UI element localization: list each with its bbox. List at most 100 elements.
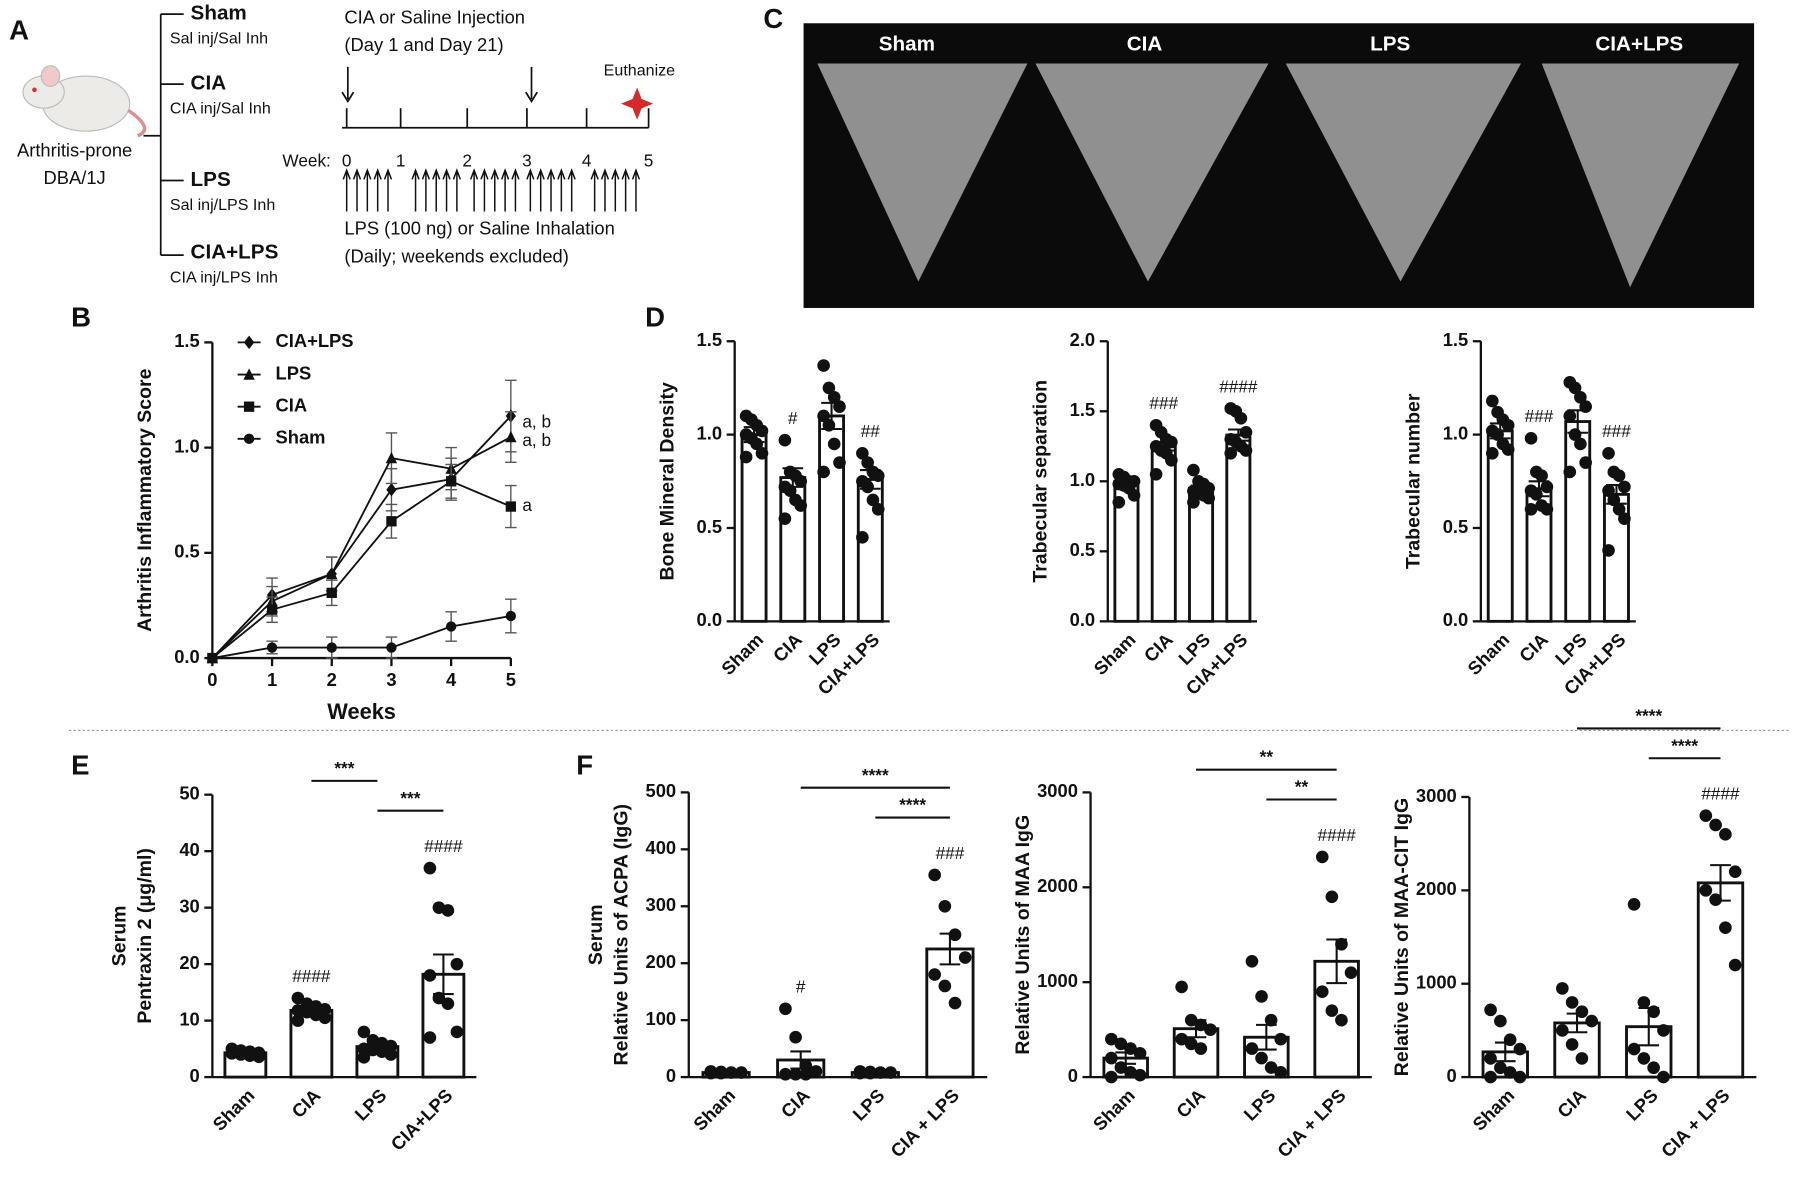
y-tick-label: 1.0 xyxy=(697,422,723,443)
data-point xyxy=(1484,1052,1497,1065)
data-point xyxy=(789,1030,802,1044)
y-tick-label: 10 xyxy=(179,1008,199,1029)
data-point xyxy=(1335,937,1348,951)
annotation: a xyxy=(522,495,532,515)
group-sub: Sal inj/LPS Inh xyxy=(170,196,275,214)
data-point xyxy=(1524,502,1538,516)
data-point xyxy=(817,465,830,479)
data-point xyxy=(252,1050,266,1064)
data-point xyxy=(827,437,841,451)
comparison-label: **** xyxy=(862,765,889,785)
data-point xyxy=(1264,1013,1278,1027)
legend-label: Sham xyxy=(276,427,326,448)
data-point xyxy=(861,456,874,469)
error-bar xyxy=(1115,1051,1137,1065)
data-point xyxy=(441,904,455,917)
panel-label: C xyxy=(763,3,783,34)
y-tick-label: 400 xyxy=(646,837,677,858)
bar xyxy=(1486,429,1514,623)
error-bar xyxy=(1185,1019,1207,1039)
comparison-label: **** xyxy=(899,795,926,815)
y-tick-label: 0.0 xyxy=(697,609,723,630)
y-tick-label: 40 xyxy=(179,839,199,860)
annotation: ### xyxy=(936,843,965,863)
data-point xyxy=(938,899,952,913)
injection-label: (Day 1 and Day 21) xyxy=(344,34,503,55)
y-tick-label: 3000 xyxy=(1416,785,1457,806)
inhalation-arrow xyxy=(511,168,520,212)
inhalation-arrow xyxy=(536,168,545,212)
error-bar xyxy=(367,1042,388,1051)
data-point xyxy=(789,1067,802,1081)
week-number: 3 xyxy=(522,151,532,171)
y-axis-label: Serum xyxy=(109,906,131,967)
data-point xyxy=(1719,921,1732,935)
inhalation-arrow xyxy=(631,168,641,212)
y-axis-label: Relative Units of MAA-CIT IgG xyxy=(1391,798,1413,1076)
marker xyxy=(266,604,278,615)
error-bar xyxy=(1567,409,1589,434)
image-label: Sham xyxy=(879,33,935,56)
data-point xyxy=(1325,1004,1339,1017)
data-point xyxy=(1494,1014,1507,1028)
data-point xyxy=(1105,1051,1118,1065)
inhalation-arrow xyxy=(621,168,630,212)
y-axis-label: Pentraxin 2 (μg/ml) xyxy=(134,848,156,1024)
error-bar xyxy=(1489,422,1511,440)
timeline xyxy=(341,66,654,129)
y-axis-label: Serum xyxy=(585,904,607,965)
y-axis-label: Relative Units of MAA IgG xyxy=(1012,815,1034,1055)
y-tick-label: 0.5 xyxy=(697,516,723,537)
bar xyxy=(925,947,975,1079)
data-point xyxy=(450,1025,464,1039)
annotation: #### xyxy=(1701,784,1740,804)
data-point xyxy=(1485,394,1499,408)
bar xyxy=(1696,881,1745,1079)
data-point xyxy=(1637,1052,1651,1065)
week-number: 4 xyxy=(582,151,592,171)
data-point xyxy=(1612,469,1626,483)
error-bar xyxy=(790,1050,812,1070)
data-point xyxy=(1165,453,1178,467)
data-point xyxy=(1524,432,1538,445)
data-point xyxy=(809,1065,823,1078)
data-point xyxy=(1184,1037,1198,1051)
error-bar xyxy=(235,1050,256,1056)
group-name: CIA xyxy=(191,72,227,95)
inhalation-arrow xyxy=(480,168,489,212)
error-bar xyxy=(1710,864,1731,902)
data-point xyxy=(856,446,869,460)
data-point xyxy=(1175,980,1188,994)
week-number: 5 xyxy=(644,151,654,171)
data-point xyxy=(948,996,962,1010)
data-point xyxy=(866,493,880,507)
y-tick-label: 500 xyxy=(646,780,677,801)
data-point xyxy=(1124,1066,1137,1079)
marker xyxy=(445,621,457,632)
inhalation-arrow xyxy=(600,168,610,212)
data-point xyxy=(1187,495,1200,509)
error-bar xyxy=(743,426,765,444)
data-point xyxy=(1540,480,1554,494)
data-point xyxy=(778,512,792,525)
data-point xyxy=(1503,1066,1517,1079)
data-point xyxy=(1194,1042,1208,1055)
data-point xyxy=(1513,1070,1527,1084)
euthanize-star xyxy=(621,87,654,120)
comparison-label: *** xyxy=(400,788,420,808)
x-axis-label: Weeks xyxy=(327,699,396,724)
marker xyxy=(505,430,517,443)
x-tick-label: 1 xyxy=(267,669,277,690)
mouse-label: Arthritis-prone xyxy=(17,140,132,161)
data-point xyxy=(1501,418,1515,432)
error-bar xyxy=(1116,477,1137,486)
data-point xyxy=(1112,495,1126,509)
error-bar xyxy=(1638,1006,1660,1047)
comparison-label: *** xyxy=(334,758,354,778)
error-bar xyxy=(715,1070,737,1075)
data-point xyxy=(357,1051,371,1064)
y-tick-label: 20 xyxy=(179,952,199,973)
y-tick-label: 0.5 xyxy=(174,541,200,562)
data-point xyxy=(1574,390,1587,404)
